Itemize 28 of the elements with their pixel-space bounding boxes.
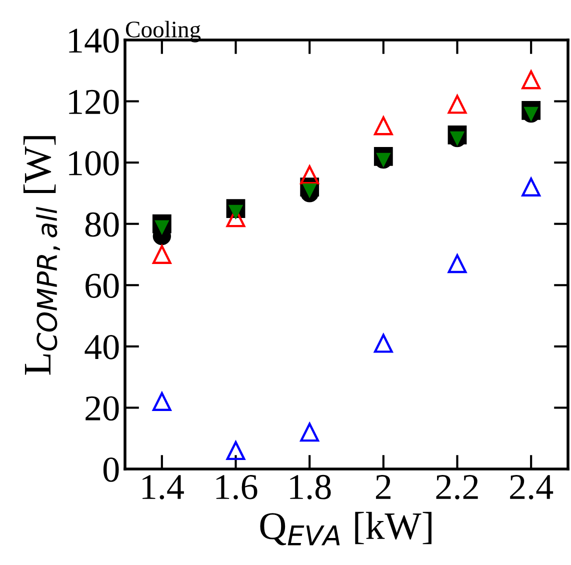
- y-tick-label: 100: [69, 151, 119, 176]
- point: [300, 165, 320, 184]
- y-tick-label: 40: [84, 334, 119, 360]
- x-tick-label: 1.8: [290, 474, 331, 500]
- x-tick-label: 1.6: [216, 475, 258, 500]
- point: [522, 178, 541, 197]
- point: [448, 94, 467, 114]
- x-tick-label: 2.4: [510, 475, 554, 500]
- point: [152, 245, 172, 264]
- point: [448, 254, 467, 274]
- point: [374, 116, 393, 136]
- x-tick-label: 1.4: [142, 475, 184, 500]
- y-tick-label: 20: [86, 396, 119, 421]
- y-axis-title: L$_{COMPR,all}$ [W]: [23, 136, 60, 375]
- x-tick-label: 2: [376, 475, 390, 499]
- y-tick-label: 120: [69, 90, 119, 114]
- y-tick-label: 140: [69, 28, 119, 53]
- y-tick-label: 0: [103, 458, 119, 482]
- point: [374, 334, 393, 353]
- point: [226, 441, 246, 460]
- chart-title: Cooling: [126, 20, 201, 42]
- point: [152, 392, 172, 412]
- x-tick-label: 2.2: [436, 475, 478, 500]
- x-axis-title: Q$_{EVA}$ [kW]: [260, 512, 432, 546]
- y-tick-label: 60: [86, 274, 119, 298]
- point: [300, 422, 320, 442]
- point: [522, 70, 541, 90]
- y-tick-label: 80: [85, 212, 119, 237]
